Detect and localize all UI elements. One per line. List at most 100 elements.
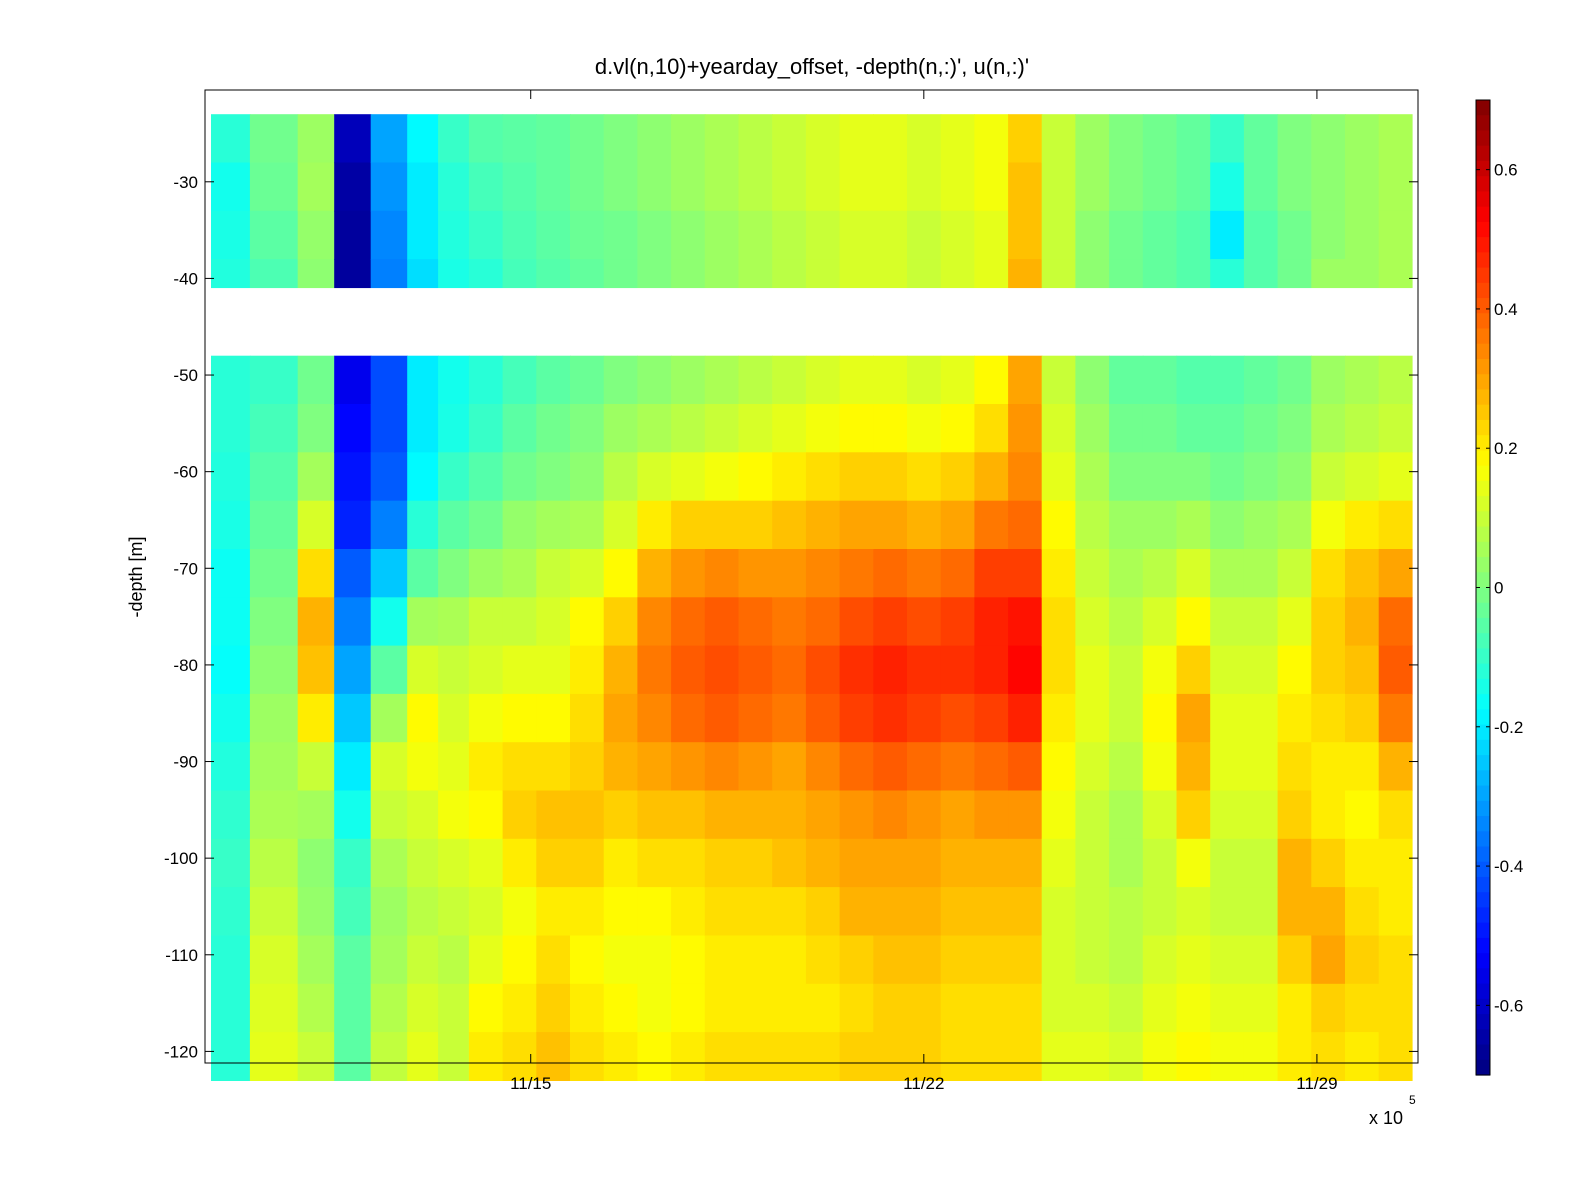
heatmap-cell: [839, 790, 874, 840]
heatmap-cell: [297, 887, 335, 936]
colorbar-step: [1476, 160, 1490, 177]
heatmap-cell: [1210, 500, 1245, 550]
heatmap-cell: [1378, 935, 1413, 985]
colorbar-tick-label: 0.4: [1494, 300, 1518, 319]
heatmap-cell: [536, 838, 571, 888]
heatmap-cell: [570, 114, 605, 164]
heatmap-cell: [468, 742, 504, 792]
colorbar-step: [1476, 221, 1490, 238]
heatmap-cell: [974, 645, 1009, 695]
heatmap-cell: [1210, 645, 1245, 695]
heatmap-cell: [907, 790, 942, 840]
heatmap-cell: [570, 210, 605, 260]
heatmap-cell: [1243, 452, 1279, 502]
heatmap-cell: [297, 935, 335, 985]
heatmap-cell: [671, 790, 706, 840]
heatmap-cell: [334, 597, 372, 647]
heatmap-cell: [297, 693, 335, 743]
heatmap-cell: [940, 452, 975, 502]
heatmap-cell: [805, 693, 841, 743]
heatmap-cell: [438, 500, 470, 550]
heatmap-cell: [637, 935, 672, 985]
heatmap-cell: [1378, 887, 1413, 936]
heatmap-cell: [1008, 500, 1043, 550]
colorbar-step: [1476, 617, 1490, 634]
heatmap-cell: [1008, 693, 1043, 743]
heatmap-cell: [738, 210, 773, 260]
chart-title: d.vl(n,10)+yearday_offset, -depth(n,:)',…: [595, 54, 1029, 79]
heatmap-cell: [671, 838, 706, 888]
heatmap-cell: [407, 790, 439, 840]
heatmap-cell: [468, 935, 504, 985]
heatmap-cell: [334, 1032, 372, 1081]
heatmap-cell: [1378, 452, 1413, 502]
heatmap-cell: [1142, 210, 1178, 260]
heatmap-cell: [738, 114, 773, 164]
heatmap-cell: [468, 693, 504, 743]
heatmap-cell: [1277, 790, 1312, 840]
colorbar-step: [1476, 861, 1490, 878]
heatmap-cell: [940, 210, 975, 260]
heatmap-cell: [1311, 549, 1346, 598]
heatmap-cell: [671, 210, 706, 260]
heatmap-cell: [805, 742, 841, 792]
heatmap-cell: [1109, 162, 1144, 212]
heatmap-cell: [1142, 597, 1178, 647]
heatmap-cell: [1277, 355, 1312, 405]
heatmap-cell: [873, 983, 908, 1033]
heatmap-cell: [1277, 935, 1312, 985]
heatmap-cell: [603, 210, 638, 260]
heatmap-cell: [1109, 645, 1144, 695]
heatmap-cell: [1041, 838, 1076, 888]
heatmap-cell: [536, 1032, 571, 1081]
heatmap-cell: [407, 210, 439, 260]
heatmap-cell: [1378, 549, 1413, 598]
colorbar-step: [1476, 374, 1490, 391]
colorbar-step: [1476, 922, 1490, 939]
heatmap-cell: [1109, 114, 1144, 164]
heatmap-cell: [1243, 597, 1279, 647]
colorbar-step: [1476, 496, 1490, 512]
heatmap-cell: [1075, 549, 1110, 598]
heatmap-cell: [839, 597, 874, 647]
colorbar-step: [1476, 831, 1490, 848]
heatmap-cell: [1345, 500, 1380, 550]
colorbar-step: [1476, 145, 1490, 162]
heatmap-cell: [873, 935, 908, 985]
heatmap-cell: [1008, 887, 1043, 936]
heatmap-cell: [1345, 838, 1380, 888]
heatmap-cell: [438, 1032, 470, 1081]
heatmap-cell: [1345, 549, 1380, 598]
heatmap-cell: [738, 742, 773, 792]
heatmap-cell: [637, 693, 672, 743]
heatmap-cell: [1311, 983, 1346, 1033]
heatmap-cell: [839, 983, 874, 1033]
heatmap-cell: [1176, 597, 1211, 647]
heatmap-cell: [603, 790, 638, 840]
heatmap-cell: [1345, 935, 1380, 985]
heatmap-cell: [873, 790, 908, 840]
heatmap-cell: [297, 549, 335, 598]
heatmap-cell: [738, 887, 773, 936]
heatmap-cell: [502, 500, 537, 550]
heatmap-cell: [839, 210, 874, 260]
heatmap-cell: [637, 210, 672, 260]
heatmap-cell: [1075, 790, 1110, 840]
heatmap-cell: [1311, 887, 1346, 936]
heatmap-cell: [1277, 838, 1312, 888]
heatmap-cell: [1075, 500, 1110, 550]
heatmap-cell: [637, 838, 672, 888]
heatmap-cell: [873, 838, 908, 888]
heatmap-cell: [772, 404, 807, 453]
heatmap-cell: [370, 162, 408, 212]
colorbar-step: [1476, 1014, 1490, 1030]
colorbar-step: [1476, 876, 1490, 893]
colorbar-step: [1476, 465, 1490, 482]
heatmap-cell: [407, 1032, 439, 1081]
heatmap-cell: [1210, 838, 1245, 888]
heatmap-cell: [297, 500, 335, 550]
heatmap-cell: [211, 114, 251, 164]
heatmap-cell: [1142, 693, 1178, 743]
heatmap-cell: [249, 114, 299, 164]
heatmap-cell: [907, 404, 942, 453]
